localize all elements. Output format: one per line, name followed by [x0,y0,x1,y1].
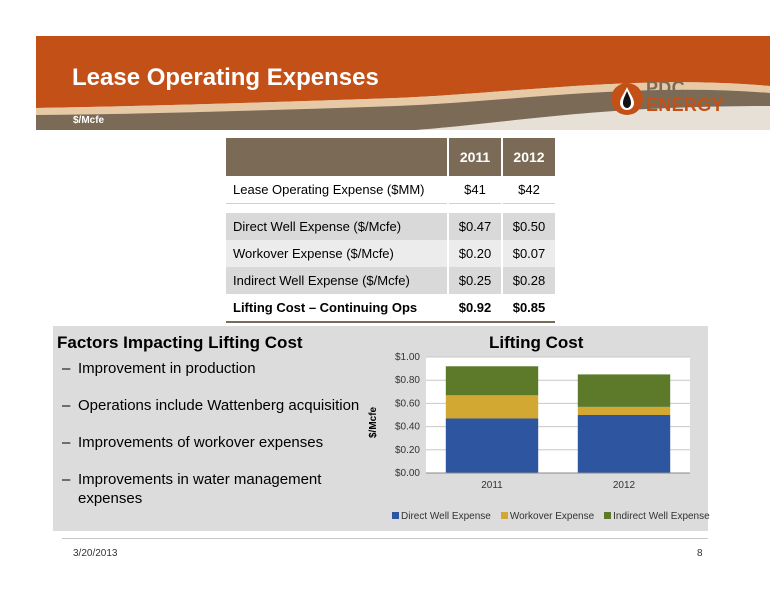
table-total-row: Lifting Cost – Continuing Ops $0.92 $0.8… [226,294,555,323]
bar-segment [577,374,671,407]
row-label: Lease Operating Expense ($MM) [226,176,448,204]
row-value-2011: $0.25 [447,267,502,294]
y-tick-label: $0.00 [395,468,420,479]
factors-list: – Improvement in production – Operations i… [62,359,362,526]
table-header-blank [226,138,448,176]
header-banner [36,36,770,130]
bar-segment [577,406,671,415]
page-number: 8 [697,548,703,559]
page-subtitle: $/Mcfe [73,115,105,126]
list-item-text: Improvements of workover expenses [78,434,324,451]
row-value-2011: $41 [447,176,502,204]
list-item: – Improvements of workover expenses [62,433,362,452]
legend-swatch [604,512,612,519]
table-header-row: 2011 2012 [226,138,555,176]
list-item: – Operations include Wattenberg acquisiti… [62,396,362,415]
list-item-text: Improvements in water management expense… [78,471,322,507]
page-title: Lease Operating Expenses [72,64,379,91]
legend-label: Indirect Well Expense [613,511,710,522]
drop-logo-icon [611,83,643,115]
bullet-dash: – [62,360,71,377]
legend-label: Workover Expense [509,511,595,522]
list-item: – Improvements in water management expens… [62,470,362,508]
company-logo: PDC ENERGY [610,78,728,120]
table-row: Workover Expense ($/Mcfe) $0.20 $0.07 [226,240,555,267]
x-tick-label: 2012 [613,480,636,491]
table-row: Direct Well Expense ($/Mcfe) $0.47 $0.50 [226,213,555,240]
legend-item: Direct Well Expense [392,511,491,522]
bar-segment [445,418,539,473]
logo-text-bottom: ENERGY [646,95,724,115]
legend-item: Indirect Well Expense [604,511,710,522]
row-value-2012: $0.50 [501,213,555,240]
bullet-dash: – [62,471,71,488]
legend-swatch [500,512,508,519]
row-value-2012: $0.07 [501,240,555,267]
list-item-text: Improvement in production [78,360,256,377]
table-row: Lease Operating Expense ($MM) $41 $42 [226,176,555,204]
row-value-2011: $0.47 [447,213,502,240]
row-label: Workover Expense ($/Mcfe) [226,240,448,267]
row-value-2012: $0.85 [501,294,555,323]
footer-date: 3/20/2013 [73,548,118,559]
logo-text-top: PDC [646,78,685,98]
factors-title: Factors Impacting Lifting Cost [57,333,303,352]
footer-divider [62,538,708,539]
row-label: Direct Well Expense ($/Mcfe) [226,213,448,240]
y-tick-label: $0.80 [395,375,420,386]
row-value-2012: $0.28 [501,267,555,294]
bullet-dash: – [62,397,71,414]
legend-item: Workover Expense [500,511,595,522]
lifting-cost-chart: $0.00 $0.20 $0.40 $0.60 $0.80 $1.00 2011 2012 [395,352,690,491]
y-tick-label: $1.00 [395,352,420,363]
y-tick-label: $0.20 [395,445,420,456]
row-label: Indirect Well Expense ($/Mcfe) [226,267,448,294]
table-header-year: 2011 [447,138,502,176]
bar-segment [577,415,671,473]
list-item: – Improvement in production [62,359,362,378]
bar-segment [445,395,539,419]
table-row: Indirect Well Expense ($/Mcfe) $0.25 $0.… [226,267,555,294]
row-value-2011: $0.20 [447,240,502,267]
row-label: Lifting Cost – Continuing Ops [226,294,448,323]
table-header-year: 2012 [501,138,555,176]
chart-title: Lifting Cost [489,333,584,352]
y-tick-label: $0.60 [395,398,420,409]
row-value-2012: $42 [501,176,555,204]
x-tick-label: 2011 [481,480,503,491]
legend-label: Direct Well Expense [401,511,491,522]
row-value-2011: $0.92 [447,294,502,323]
chart-legend: Direct Well Expense Workover Expense Ind… [392,511,710,522]
lifting-cost-table: 2011 2012 Lease Operating Expense ($MM) … [226,138,555,323]
legend-swatch [392,512,399,519]
bar-segment [445,366,539,396]
bullet-dash: – [62,434,71,451]
list-item-text: Operations include Wattenberg acquisitio… [78,397,360,414]
y-tick-label: $0.40 [395,422,420,433]
